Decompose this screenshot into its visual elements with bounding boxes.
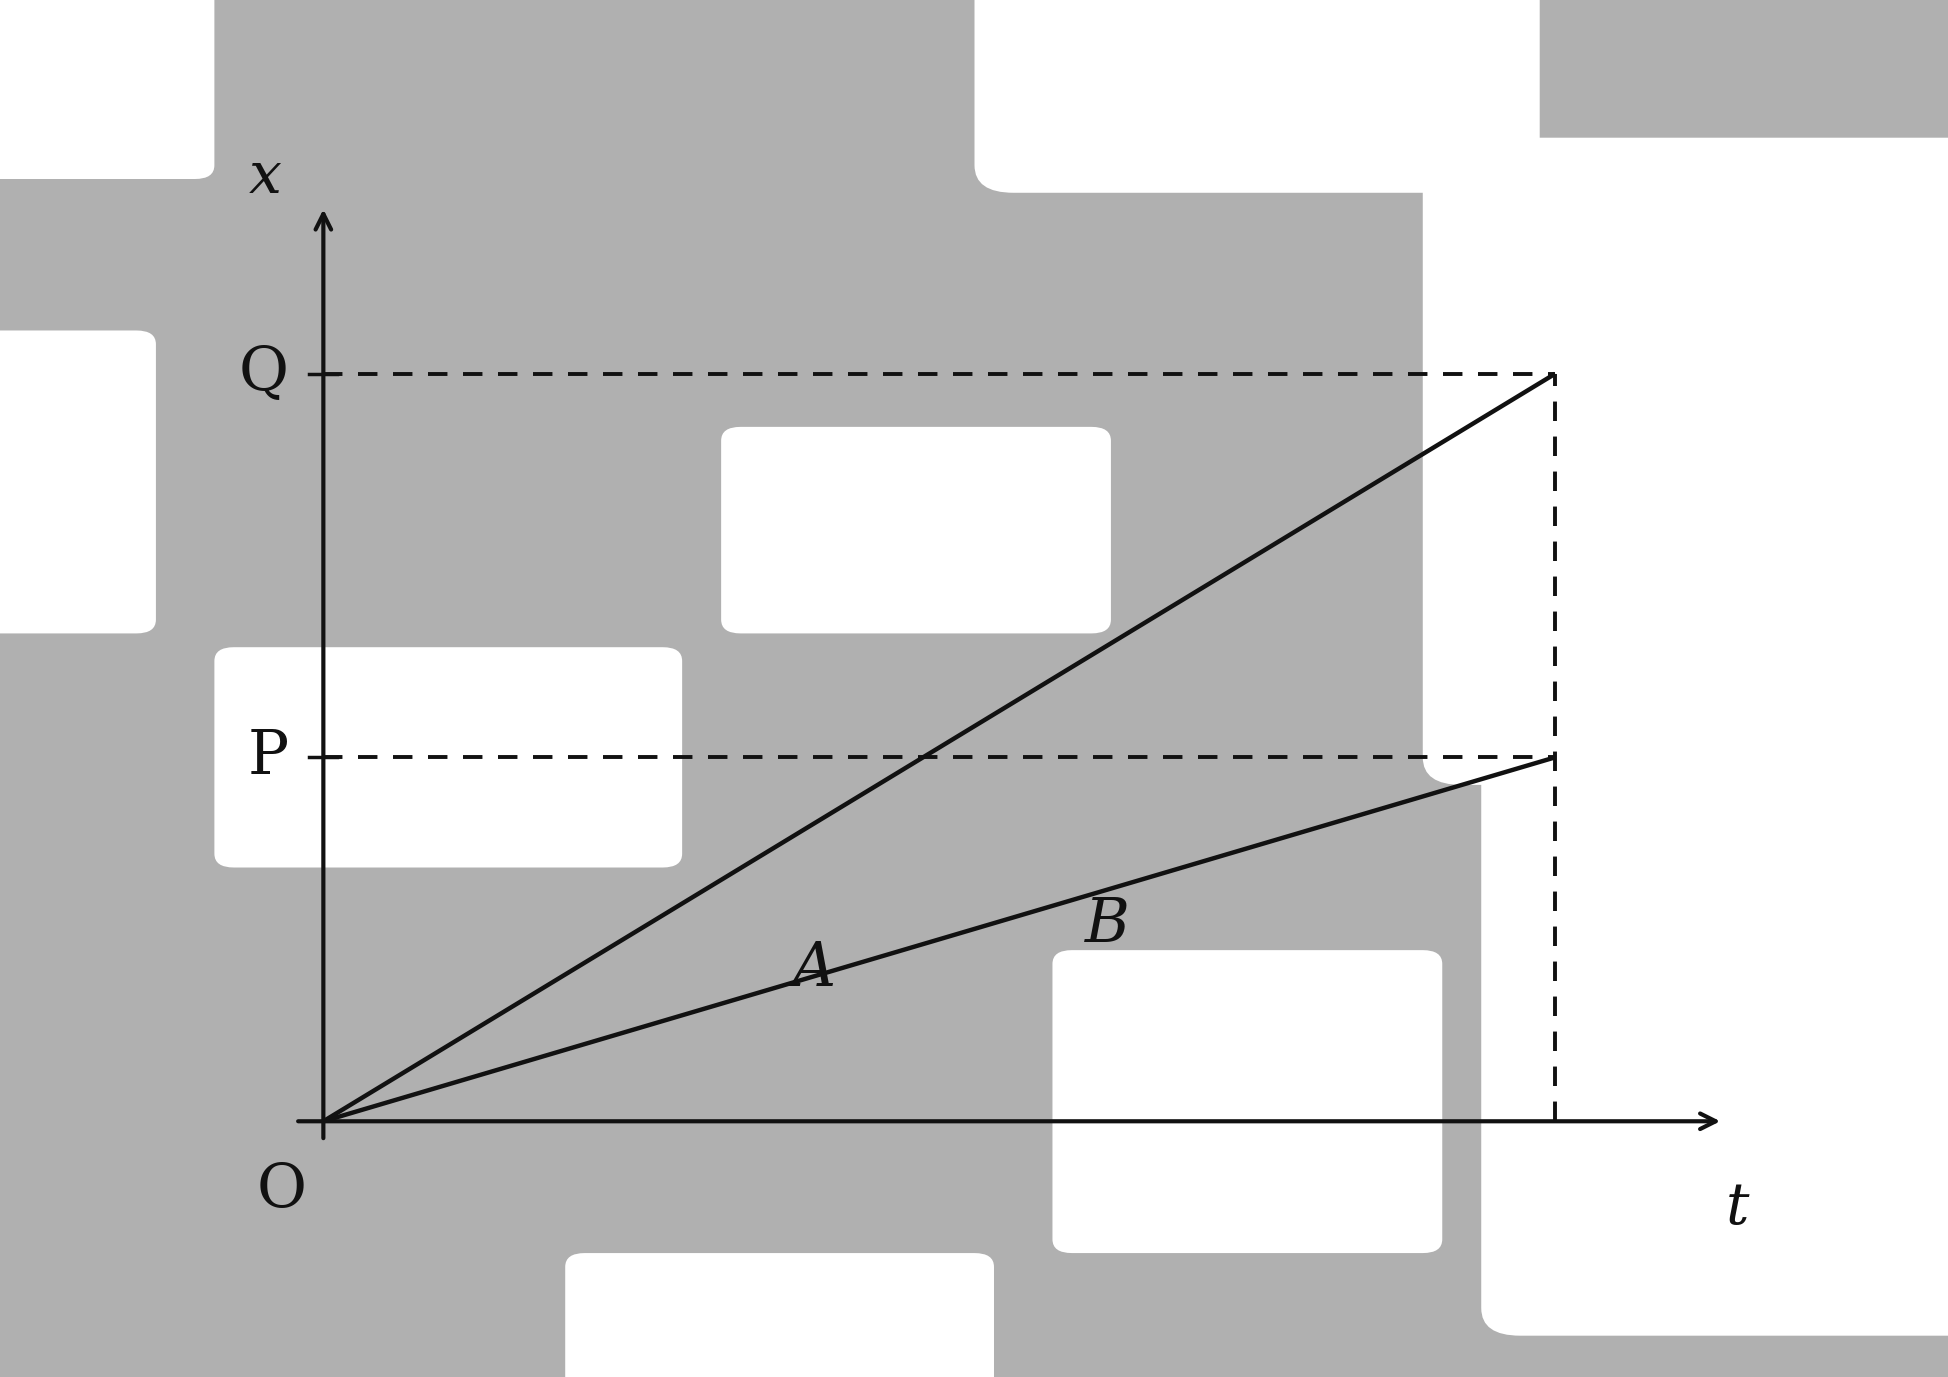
Text: P: P xyxy=(247,727,288,788)
Text: Q: Q xyxy=(238,344,288,403)
Text: O: O xyxy=(257,1161,306,1220)
Text: x: x xyxy=(247,149,281,205)
Text: A: A xyxy=(791,939,836,998)
Text: B: B xyxy=(1085,895,1130,954)
Text: t: t xyxy=(1724,1180,1747,1237)
